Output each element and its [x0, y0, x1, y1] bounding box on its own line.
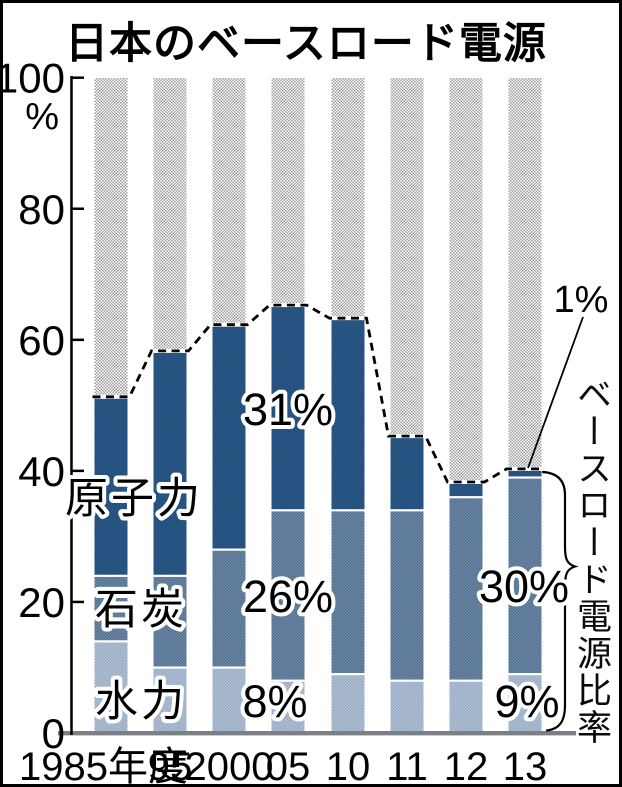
baseload-trend-dashed-line — [92, 303, 544, 484]
annotation-series-nuclear: 原子力 — [65, 475, 203, 523]
bar-12-nuclear-segment — [449, 483, 483, 498]
x-tick-label-2000: 2000 — [185, 745, 274, 787]
baseload-ratio-vertical-label: ベースロード電源比率 — [572, 376, 611, 746]
x-tick-label-1985年度: 1985年度 — [19, 745, 188, 787]
segment-separator — [94, 640, 128, 643]
segment-separator — [153, 666, 187, 669]
segment-separator — [449, 496, 483, 499]
bar-2000-hydro-segment — [212, 667, 246, 733]
y-tick-label-80: 80 — [18, 186, 65, 233]
bar-10-nonbaseload-hatch — [331, 78, 365, 317]
bar-10-coal-segment — [331, 510, 365, 675]
bar-12-hydro-segment — [449, 680, 483, 733]
x-tick-label-10: 10 — [326, 745, 371, 787]
bar-95-nuclear-segment — [153, 352, 187, 576]
annotation-pct-2005-hydro: 8% — [242, 676, 307, 727]
bar-13-hydro-segment — [508, 674, 542, 733]
bar-1985年度-nonbaseload-hatch — [94, 78, 128, 395]
bar-05-coal-segment — [271, 510, 305, 681]
segment-separator — [271, 679, 305, 682]
segment-separator — [449, 679, 483, 682]
bar-05-nonbaseload-hatch — [271, 78, 305, 304]
x-tick-label-12: 12 — [444, 745, 489, 787]
bar-12-coal-segment — [449, 497, 483, 681]
annotation-pct-2013-coal: 30% — [479, 561, 569, 612]
x-tick-label-11: 11 — [386, 745, 428, 787]
bar-11-hydro-segment — [390, 680, 424, 733]
segment-separator — [508, 673, 542, 676]
y-tick-label-0: 0 — [42, 710, 65, 757]
y-axis-unit-label: % — [25, 96, 59, 138]
annotation-pct-2005-nuclear: 31% — [243, 384, 333, 435]
bar-10-nuclear-segment — [331, 320, 365, 511]
segment-separator — [390, 509, 424, 512]
x-tick-label-95: 95 — [148, 745, 193, 787]
annotation-series-hydro: 水力 — [95, 678, 187, 726]
annotation-pct-2013-hydro: 9% — [494, 676, 559, 727]
segment-separator — [271, 509, 305, 512]
segment-separator — [331, 673, 365, 676]
bar-13-nuclear-segment — [508, 470, 542, 478]
bar-12-nonbaseload-hatch — [449, 78, 483, 480]
bar-05-nuclear-segment — [271, 307, 305, 511]
bar-13-nonbaseload-hatch — [508, 78, 542, 467]
x-tick-label-05: 05 — [266, 745, 311, 787]
leader-line-1pct — [527, 316, 584, 469]
bar-95-coal-segment — [153, 575, 187, 668]
x-tick-label-13: 13 — [503, 745, 548, 787]
baseload-bracket — [541, 470, 579, 732]
bar-1985年度-coal-segment — [94, 575, 128, 642]
bar-95-nonbaseload-hatch — [153, 78, 187, 349]
segment-separator — [212, 548, 246, 551]
y-tick-label-60: 60 — [18, 317, 65, 364]
segment-separator — [94, 574, 128, 577]
y-tick-label-20: 20 — [18, 579, 65, 626]
x-axis-baseline — [58, 731, 576, 736]
bar-1985年度-nuclear-segment — [94, 398, 128, 576]
bar-13-coal-segment — [508, 477, 542, 675]
segment-separator — [331, 509, 365, 512]
bar-11-nuclear-segment — [390, 438, 424, 511]
segment-separator — [390, 679, 424, 682]
bar-10-hydro-segment — [331, 674, 365, 733]
bar-11-coal-segment — [390, 510, 424, 681]
segment-separator — [508, 476, 542, 479]
annotation-pct-2005-coal: 26% — [243, 571, 333, 622]
bar-05-hydro-segment — [271, 680, 305, 733]
bar-2000-nonbaseload-hatch — [212, 78, 246, 323]
bar-11-nonbaseload-hatch — [390, 78, 424, 435]
bar-1985年度-hydro-segment — [94, 641, 128, 733]
chart-title: 日本のベースロード電源 — [65, 20, 547, 68]
bar-2000-coal-segment — [212, 549, 246, 668]
bar-2000-nuclear-segment — [212, 326, 246, 550]
annotation-pct-2013-nuclear: 1% — [554, 279, 609, 321]
annotation-series-coal: 石炭 — [95, 586, 187, 634]
bar-95-hydro-segment — [153, 667, 187, 733]
segment-separator — [212, 666, 246, 669]
segment-separator — [153, 574, 187, 577]
y-tick-label-40: 40 — [18, 448, 65, 495]
y-tick-label-100: 100 — [3, 55, 65, 102]
